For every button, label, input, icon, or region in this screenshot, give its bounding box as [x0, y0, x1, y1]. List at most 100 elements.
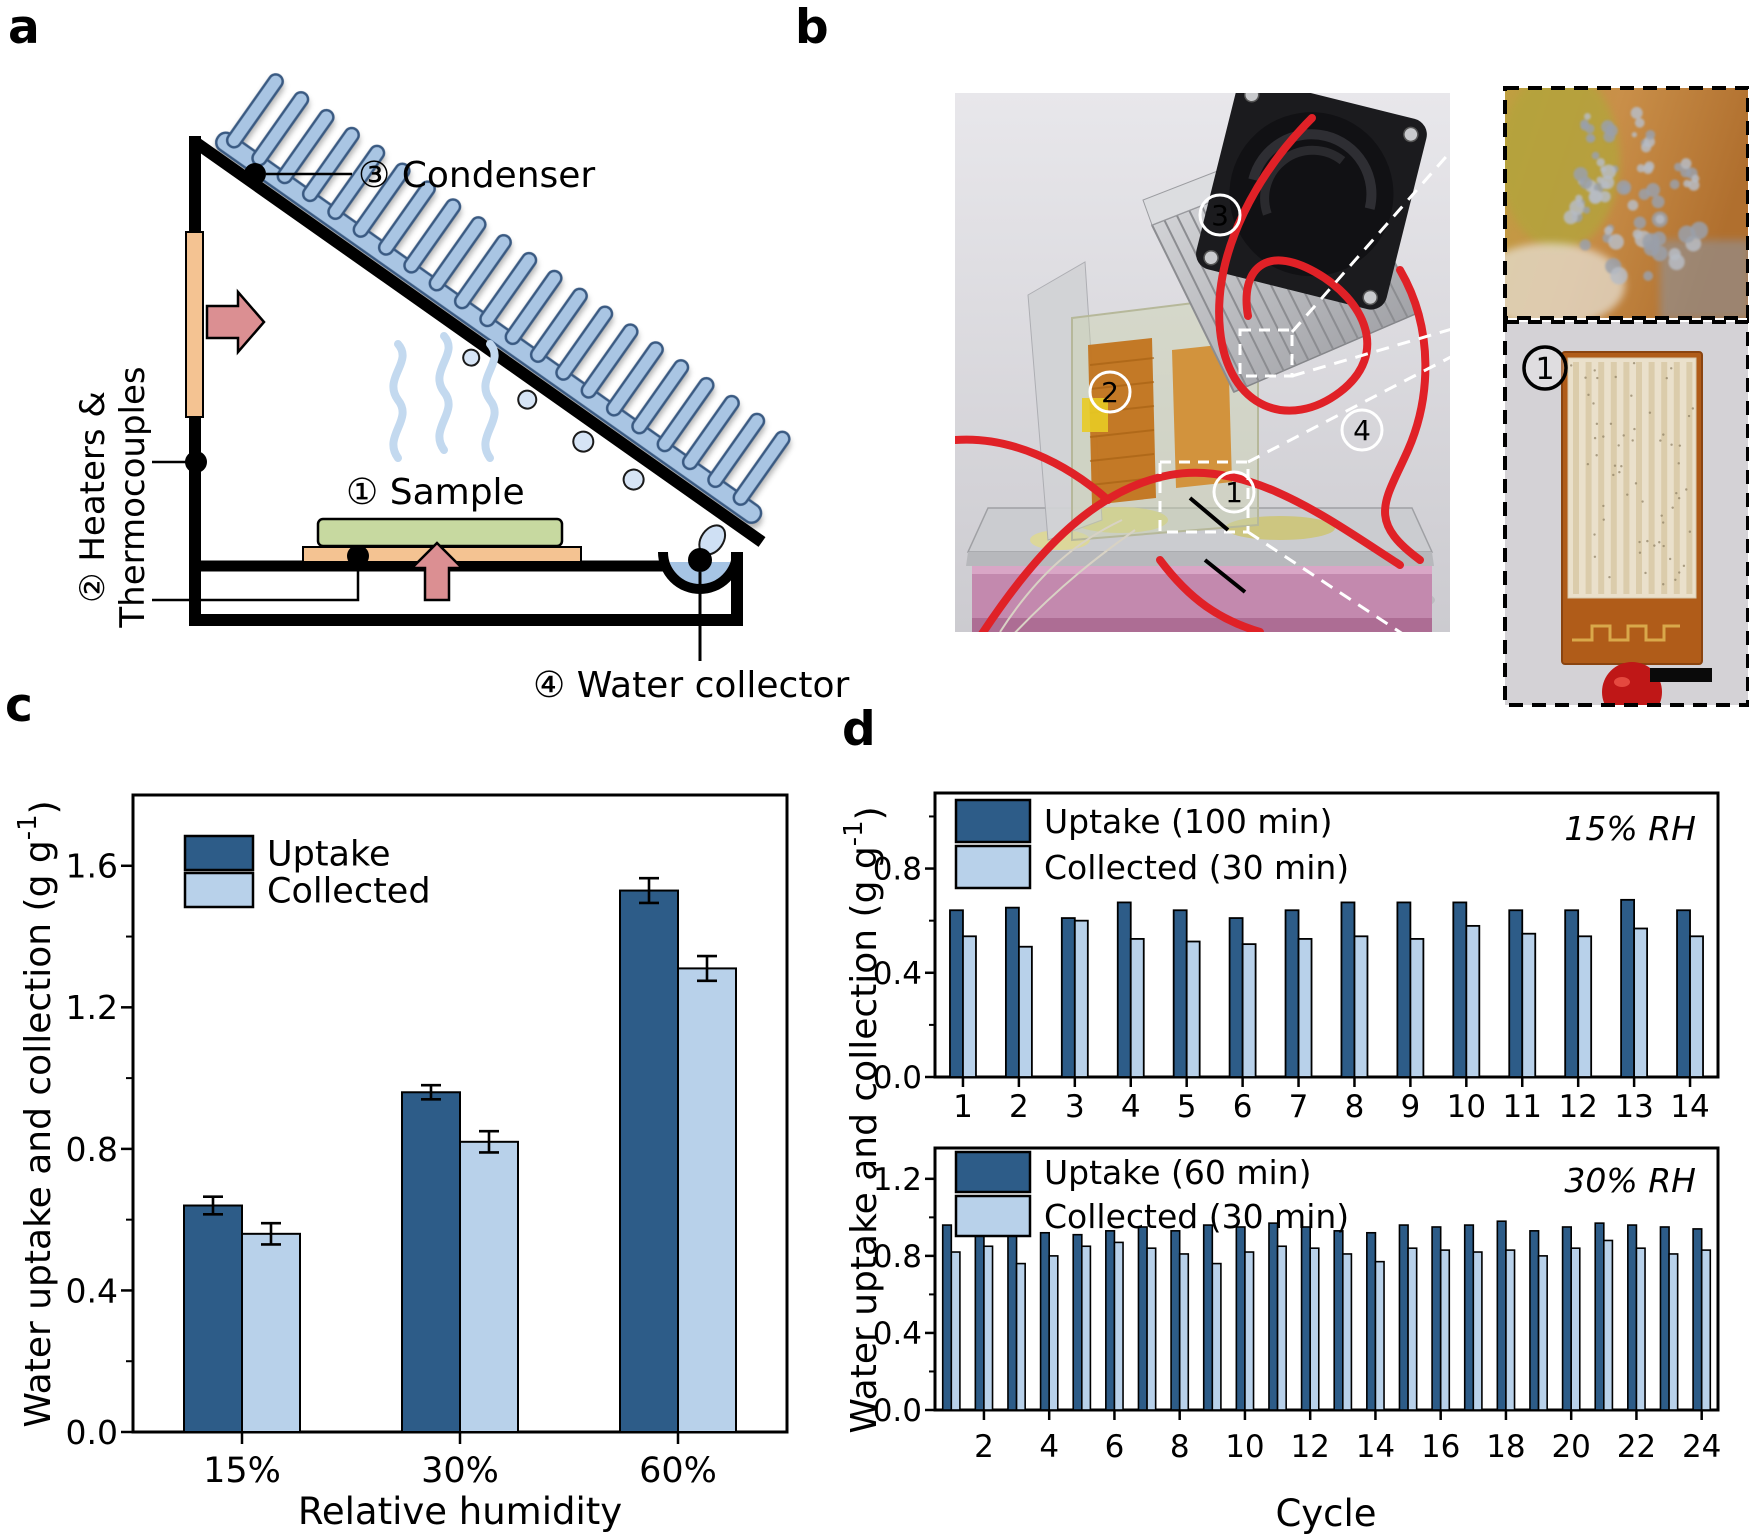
speckle	[1602, 518, 1605, 521]
droplet-icon	[1680, 166, 1692, 178]
bar	[1627, 1224, 1638, 1411]
inset-border	[1503, 86, 1749, 320]
droplet-icon	[1634, 117, 1645, 128]
bar	[1396, 901, 1412, 1078]
speckle	[1661, 521, 1665, 524]
panel-d-label: d	[842, 702, 876, 757]
bar	[1235, 1226, 1246, 1411]
inset-border	[1503, 320, 1749, 707]
bar	[1439, 1249, 1451, 1411]
condenser-fin	[580, 323, 639, 399]
speckle	[1596, 376, 1599, 380]
steam-icon	[389, 340, 407, 462]
bar	[1129, 938, 1145, 1078]
condenser-fin	[276, 108, 335, 185]
sample-strip	[1610, 362, 1617, 594]
bar	[1297, 938, 1313, 1078]
bar	[1398, 1224, 1409, 1411]
bar	[1015, 1262, 1026, 1411]
heatsink-fin	[1163, 219, 1248, 388]
panel-d-shared-ylabel: Water uptake and collection (g g-1)	[839, 806, 891, 1433]
x-tick-label: 8	[1170, 1429, 1190, 1465]
c-ylabel: Water uptake and collection (g g-1)	[13, 800, 65, 1427]
droplet-icon	[1584, 113, 1591, 120]
droplet-icon	[1601, 120, 1615, 134]
speckle	[1595, 422, 1599, 426]
y-tick-label: 0.4	[66, 1271, 118, 1310]
scale-bar	[1650, 668, 1712, 682]
bar	[1276, 1245, 1287, 1411]
bar	[1309, 1247, 1320, 1411]
droplet-icon	[1589, 135, 1596, 142]
speckle	[1602, 435, 1605, 438]
droplet-icon	[1599, 190, 1611, 203]
droplet-icon	[1651, 195, 1665, 209]
condenser-fin	[631, 359, 690, 435]
y-tick-label: 1.6	[66, 847, 118, 886]
x-tick-label: 12	[1558, 1089, 1597, 1125]
droplet-icon	[1596, 158, 1605, 167]
red-wire	[978, 468, 1404, 632]
droplet-icon	[462, 348, 481, 367]
x-tick-label: 13	[1614, 1089, 1653, 1125]
bar	[1659, 1226, 1670, 1411]
y-tick-label: 0.8	[873, 852, 922, 888]
droplet-icon	[1608, 234, 1624, 250]
speckle	[1634, 482, 1638, 485]
bar	[950, 1251, 961, 1411]
bar	[1342, 1253, 1353, 1411]
x-tick-label: 18	[1486, 1429, 1525, 1465]
droplet-icon	[1579, 239, 1591, 251]
y-tick-label: 1.2	[66, 988, 118, 1027]
sample-strip	[1673, 362, 1680, 594]
legend-label: Collected (30 min)	[1044, 848, 1349, 887]
bar	[1170, 1230, 1181, 1411]
speckle	[1662, 583, 1665, 586]
x-tick-label: 15%	[203, 1451, 281, 1491]
y-tick-label: 0.4	[873, 956, 922, 992]
speckle	[1670, 443, 1673, 446]
condenser-fin	[225, 73, 284, 149]
bar	[1603, 1239, 1614, 1411]
droplet-icon	[1627, 199, 1639, 211]
droplet-icon	[1569, 199, 1585, 216]
x-tick-label: 20	[1551, 1429, 1590, 1465]
bar	[1137, 1226, 1148, 1411]
x-tick-label: 6	[1233, 1089, 1253, 1125]
mark	[1203, 558, 1247, 594]
red-wire	[1215, 114, 1372, 415]
red-seal-highlight	[1614, 677, 1630, 687]
x-tick-label: 10	[1447, 1089, 1486, 1125]
speckle	[1665, 376, 1668, 380]
thermocouple-wire	[999, 519, 1123, 632]
panel-a-label: a	[8, 0, 40, 55]
bar	[1105, 1230, 1116, 1411]
x-tick-label: 12	[1290, 1429, 1329, 1465]
bar	[962, 935, 977, 1078]
bar	[1048, 1255, 1059, 1411]
speckle	[1633, 427, 1636, 431]
bar	[677, 967, 737, 1433]
sample-rect	[316, 517, 564, 548]
condenser-fin	[377, 180, 436, 256]
speckle	[1593, 369, 1596, 372]
speckle	[1587, 393, 1590, 397]
bar	[1333, 1230, 1344, 1411]
condenser-fin	[605, 341, 664, 417]
droplet-cluster	[1563, 106, 1709, 285]
connector-line	[1291, 312, 1504, 378]
bar	[1570, 1247, 1581, 1411]
droplet-icon	[1616, 180, 1632, 195]
mark	[1188, 496, 1230, 532]
x-tick-label: 1	[953, 1089, 973, 1125]
inset-marker-sample: 1	[1535, 352, 1554, 387]
inset-sample: 1	[1505, 322, 1748, 705]
steam-icon	[481, 340, 499, 462]
speckle	[1595, 454, 1598, 457]
zoom-box	[1238, 328, 1294, 378]
speckle	[1586, 462, 1590, 466]
droplet-icon	[1600, 175, 1615, 190]
x-tick-label: 14	[1670, 1089, 1709, 1125]
bar	[1496, 1220, 1507, 1411]
